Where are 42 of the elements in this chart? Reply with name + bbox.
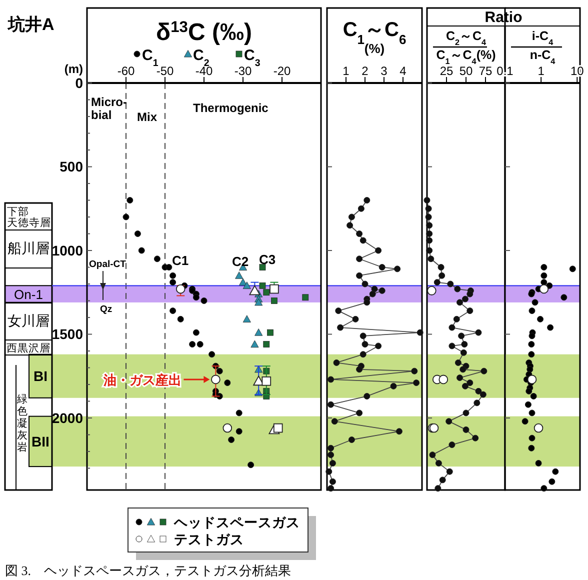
annotation: C1 <box>172 253 189 268</box>
legend-label: C$_{1}$ <box>142 47 159 68</box>
annotation: Qz <box>100 304 112 315</box>
x-tick-label: 2 <box>362 64 369 78</box>
annotation: Thermogenic <box>193 101 269 115</box>
chart-title: δ$^{13}$C (‰) <box>156 18 252 46</box>
x-tick-label: -30 <box>234 64 252 78</box>
caption: 図 3. ヘッドスペースガス，テストガス分析結果 <box>5 563 291 578</box>
y-tick-label: 1000 <box>52 242 84 258</box>
text: 船川層 <box>8 240 50 256</box>
y-tick-label: 2000 <box>52 410 84 426</box>
x-tick-label: 1 <box>342 64 350 78</box>
band-label: BI <box>34 368 48 384</box>
x-tick-label: -60 <box>117 64 135 78</box>
text: 西黒沢層 <box>6 342 50 354</box>
text: 坑井A <box>7 15 54 34</box>
annotation: C2 <box>232 254 249 269</box>
x-tick-label: 4 <box>400 64 407 78</box>
text: ヘッドスペースガス <box>173 515 300 530</box>
text: (m) <box>64 62 83 76</box>
text: 下部天徳寺層 <box>7 205 51 229</box>
band-label: BII <box>32 433 50 450</box>
annotation: Mix <box>137 110 158 124</box>
annotation: C3 <box>259 252 276 267</box>
text: 緑色凝灰岩 <box>16 394 28 454</box>
text: C$_{2}$～C$_{4}$ C$_{1}$～C$_{4}$(%) <box>436 29 496 66</box>
annotation: Micro-bial <box>91 95 128 122</box>
text: 女川層 <box>8 312 50 328</box>
x-tick-label: 25 <box>440 64 454 78</box>
x-tick-label: 1 <box>538 64 545 78</box>
y-tick-label: 1500 <box>52 326 84 342</box>
x-tick-label: 3 <box>380 64 388 78</box>
band-label: On-1 <box>14 287 43 302</box>
x-tick-label: -50 <box>156 64 174 78</box>
x-tick-label: -20 <box>273 64 291 78</box>
y-tick-label: 500 <box>60 158 84 175</box>
y-tick-label: 0 <box>75 75 84 91</box>
x-tick-label: 50 <box>459 64 473 78</box>
text: テストガス <box>174 532 244 547</box>
x-tick-label: 75 <box>478 64 492 78</box>
x-axis-title: i-C$_{4}$ n-C$_{4}$ <box>530 29 556 66</box>
annotation: 油・ガス産出 <box>102 372 182 388</box>
